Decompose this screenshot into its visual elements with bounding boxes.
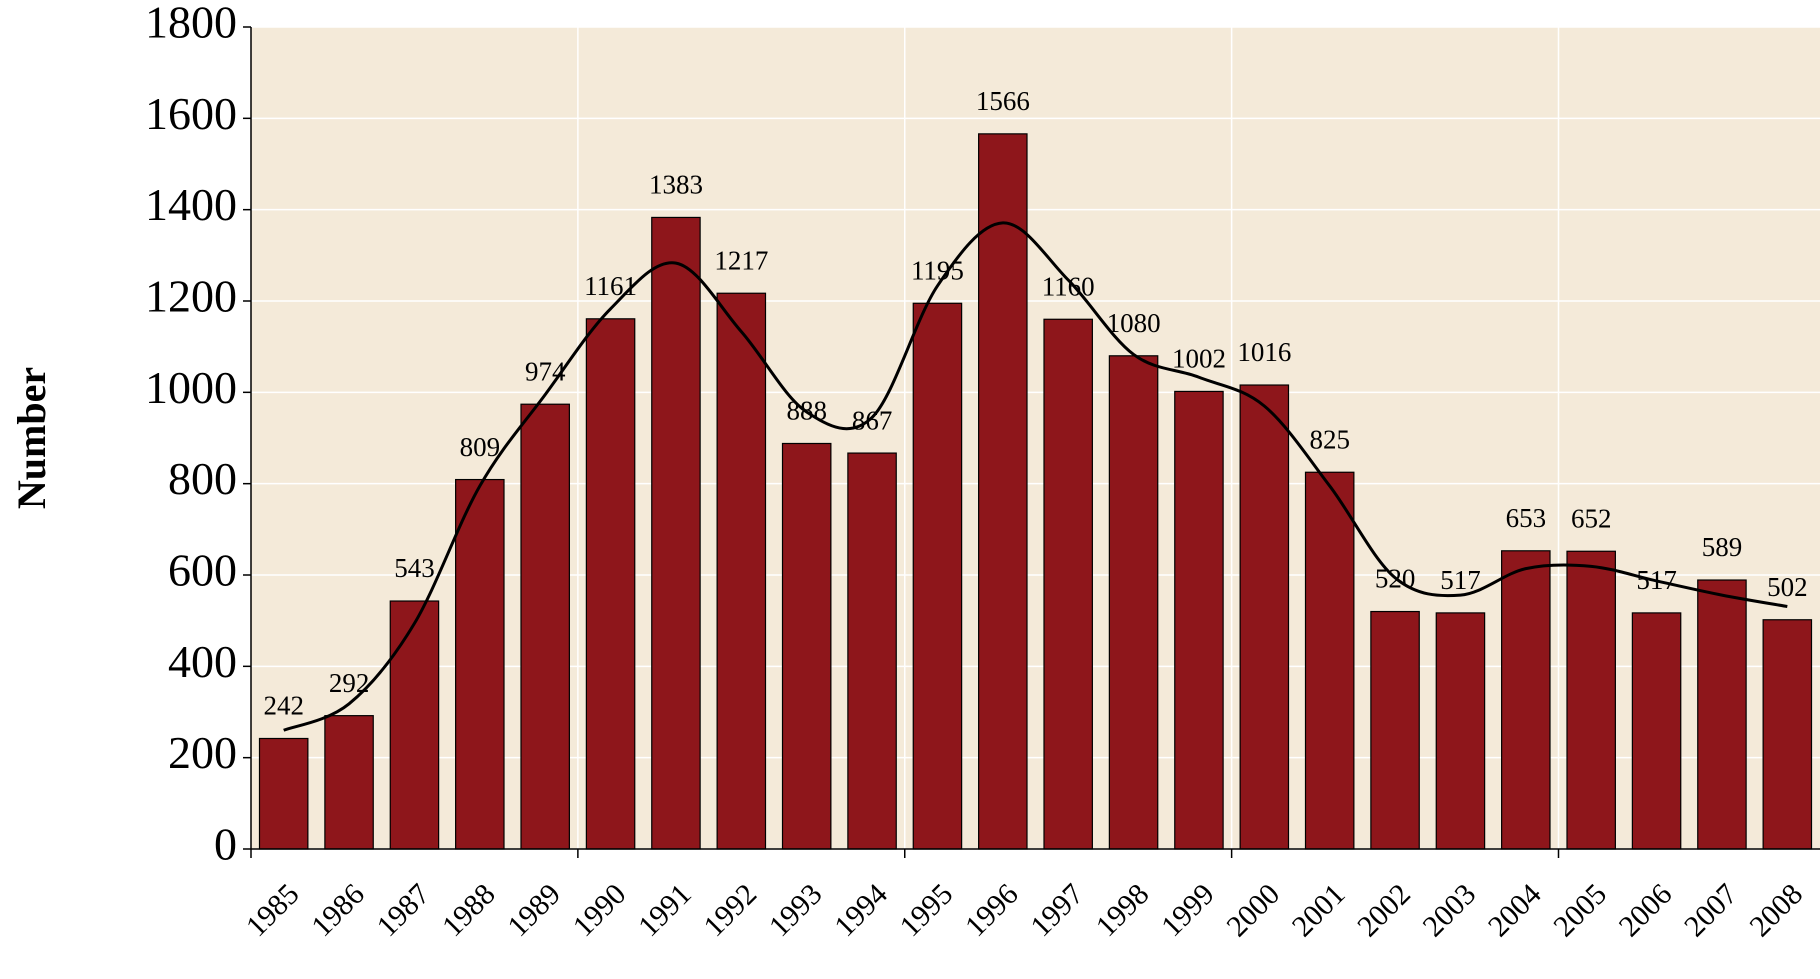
bar <box>716 292 767 850</box>
x-tick-label: 1989 <box>501 877 567 943</box>
data-label: 242 <box>263 691 304 721</box>
x-tick-label: 2001 <box>1286 877 1352 943</box>
bar <box>781 442 832 850</box>
bar <box>455 478 505 850</box>
data-label: 825 <box>1309 424 1350 454</box>
y-tick-label: 1000 <box>145 362 237 413</box>
bar <box>324 715 374 850</box>
bar <box>1239 384 1290 850</box>
x-tick-label: 1988 <box>436 877 502 943</box>
y-tick-label: 0 <box>214 819 237 870</box>
y-tick-label: 1600 <box>145 88 237 139</box>
x-tick-label: 2000 <box>1220 877 1286 943</box>
y-axis-label: Number <box>9 367 54 509</box>
x-tick-label: 2004 <box>1482 877 1548 943</box>
x-tick-label: 1990 <box>567 877 633 943</box>
data-label: 1016 <box>1237 337 1291 367</box>
x-tick-label: 2008 <box>1743 877 1809 943</box>
data-label: 589 <box>1702 532 1743 562</box>
bar <box>1043 318 1093 850</box>
x-tick-label: 1999 <box>1155 877 1221 943</box>
bar <box>1174 390 1224 850</box>
trend-line <box>283 221 1788 732</box>
data-label: 653 <box>1506 503 1547 533</box>
x-tick-label: 2006 <box>1613 877 1679 943</box>
x-tick-label: 1998 <box>1090 877 1156 943</box>
y-tick-label: 400 <box>168 636 237 687</box>
bar <box>1304 471 1355 850</box>
x-tick-label: 1991 <box>632 877 698 943</box>
x-tick-label: 1997 <box>1024 877 1090 943</box>
data-label: 517 <box>1440 565 1481 595</box>
bar <box>520 403 570 850</box>
data-label: 652 <box>1571 503 1612 533</box>
data-label: 867 <box>852 405 893 435</box>
bar <box>1108 355 1159 850</box>
bar <box>1697 579 1747 850</box>
x-tick-label: 1995 <box>893 877 959 943</box>
bar <box>847 452 897 850</box>
x-tick-label: 1996 <box>959 877 1025 943</box>
data-label: 809 <box>460 432 501 462</box>
y-tick-label: 200 <box>168 727 237 778</box>
bar <box>1631 612 1682 850</box>
x-tick-label: 2005 <box>1547 877 1613 943</box>
x-tick-label: 1986 <box>305 877 371 943</box>
bar <box>1762 619 1813 850</box>
x-tick-label: 1994 <box>828 877 894 943</box>
data-label: 974 <box>525 356 566 386</box>
y-tick-label: 1800 <box>145 0 237 48</box>
bar <box>1435 612 1486 850</box>
x-tick-label: 1985 <box>240 877 306 943</box>
x-tick-label: 1993 <box>763 877 829 943</box>
data-label: 1383 <box>649 170 703 200</box>
bar <box>1501 550 1551 850</box>
y-tick-label: 1400 <box>145 179 237 230</box>
x-tick-label: 2007 <box>1678 877 1744 943</box>
bar <box>585 318 636 850</box>
bar <box>258 737 309 850</box>
data-label: 502 <box>1767 572 1808 602</box>
data-label: 1080 <box>1107 308 1161 338</box>
x-tick-label: 1987 <box>370 877 436 943</box>
bar <box>912 302 963 850</box>
data-label: 1160 <box>1042 271 1095 301</box>
y-tick-label: 800 <box>168 453 237 504</box>
data-label: 292 <box>329 668 370 698</box>
bar <box>1370 610 1420 850</box>
data-label: 543 <box>394 553 435 583</box>
x-tick-label: 2003 <box>1416 877 1482 943</box>
bar <box>651 216 701 850</box>
data-label: 1161 <box>584 271 637 301</box>
y-tick-label: 600 <box>168 545 237 596</box>
data-label: 1002 <box>1172 344 1226 374</box>
bar <box>389 600 440 850</box>
data-label: 1217 <box>714 245 768 275</box>
x-tick-label: 2002 <box>1351 877 1417 943</box>
y-tick-label: 1200 <box>145 271 237 322</box>
bar <box>978 133 1028 850</box>
x-tick-label: 1992 <box>697 877 763 943</box>
data-label: 1566 <box>976 86 1030 116</box>
bar <box>1566 550 1616 850</box>
